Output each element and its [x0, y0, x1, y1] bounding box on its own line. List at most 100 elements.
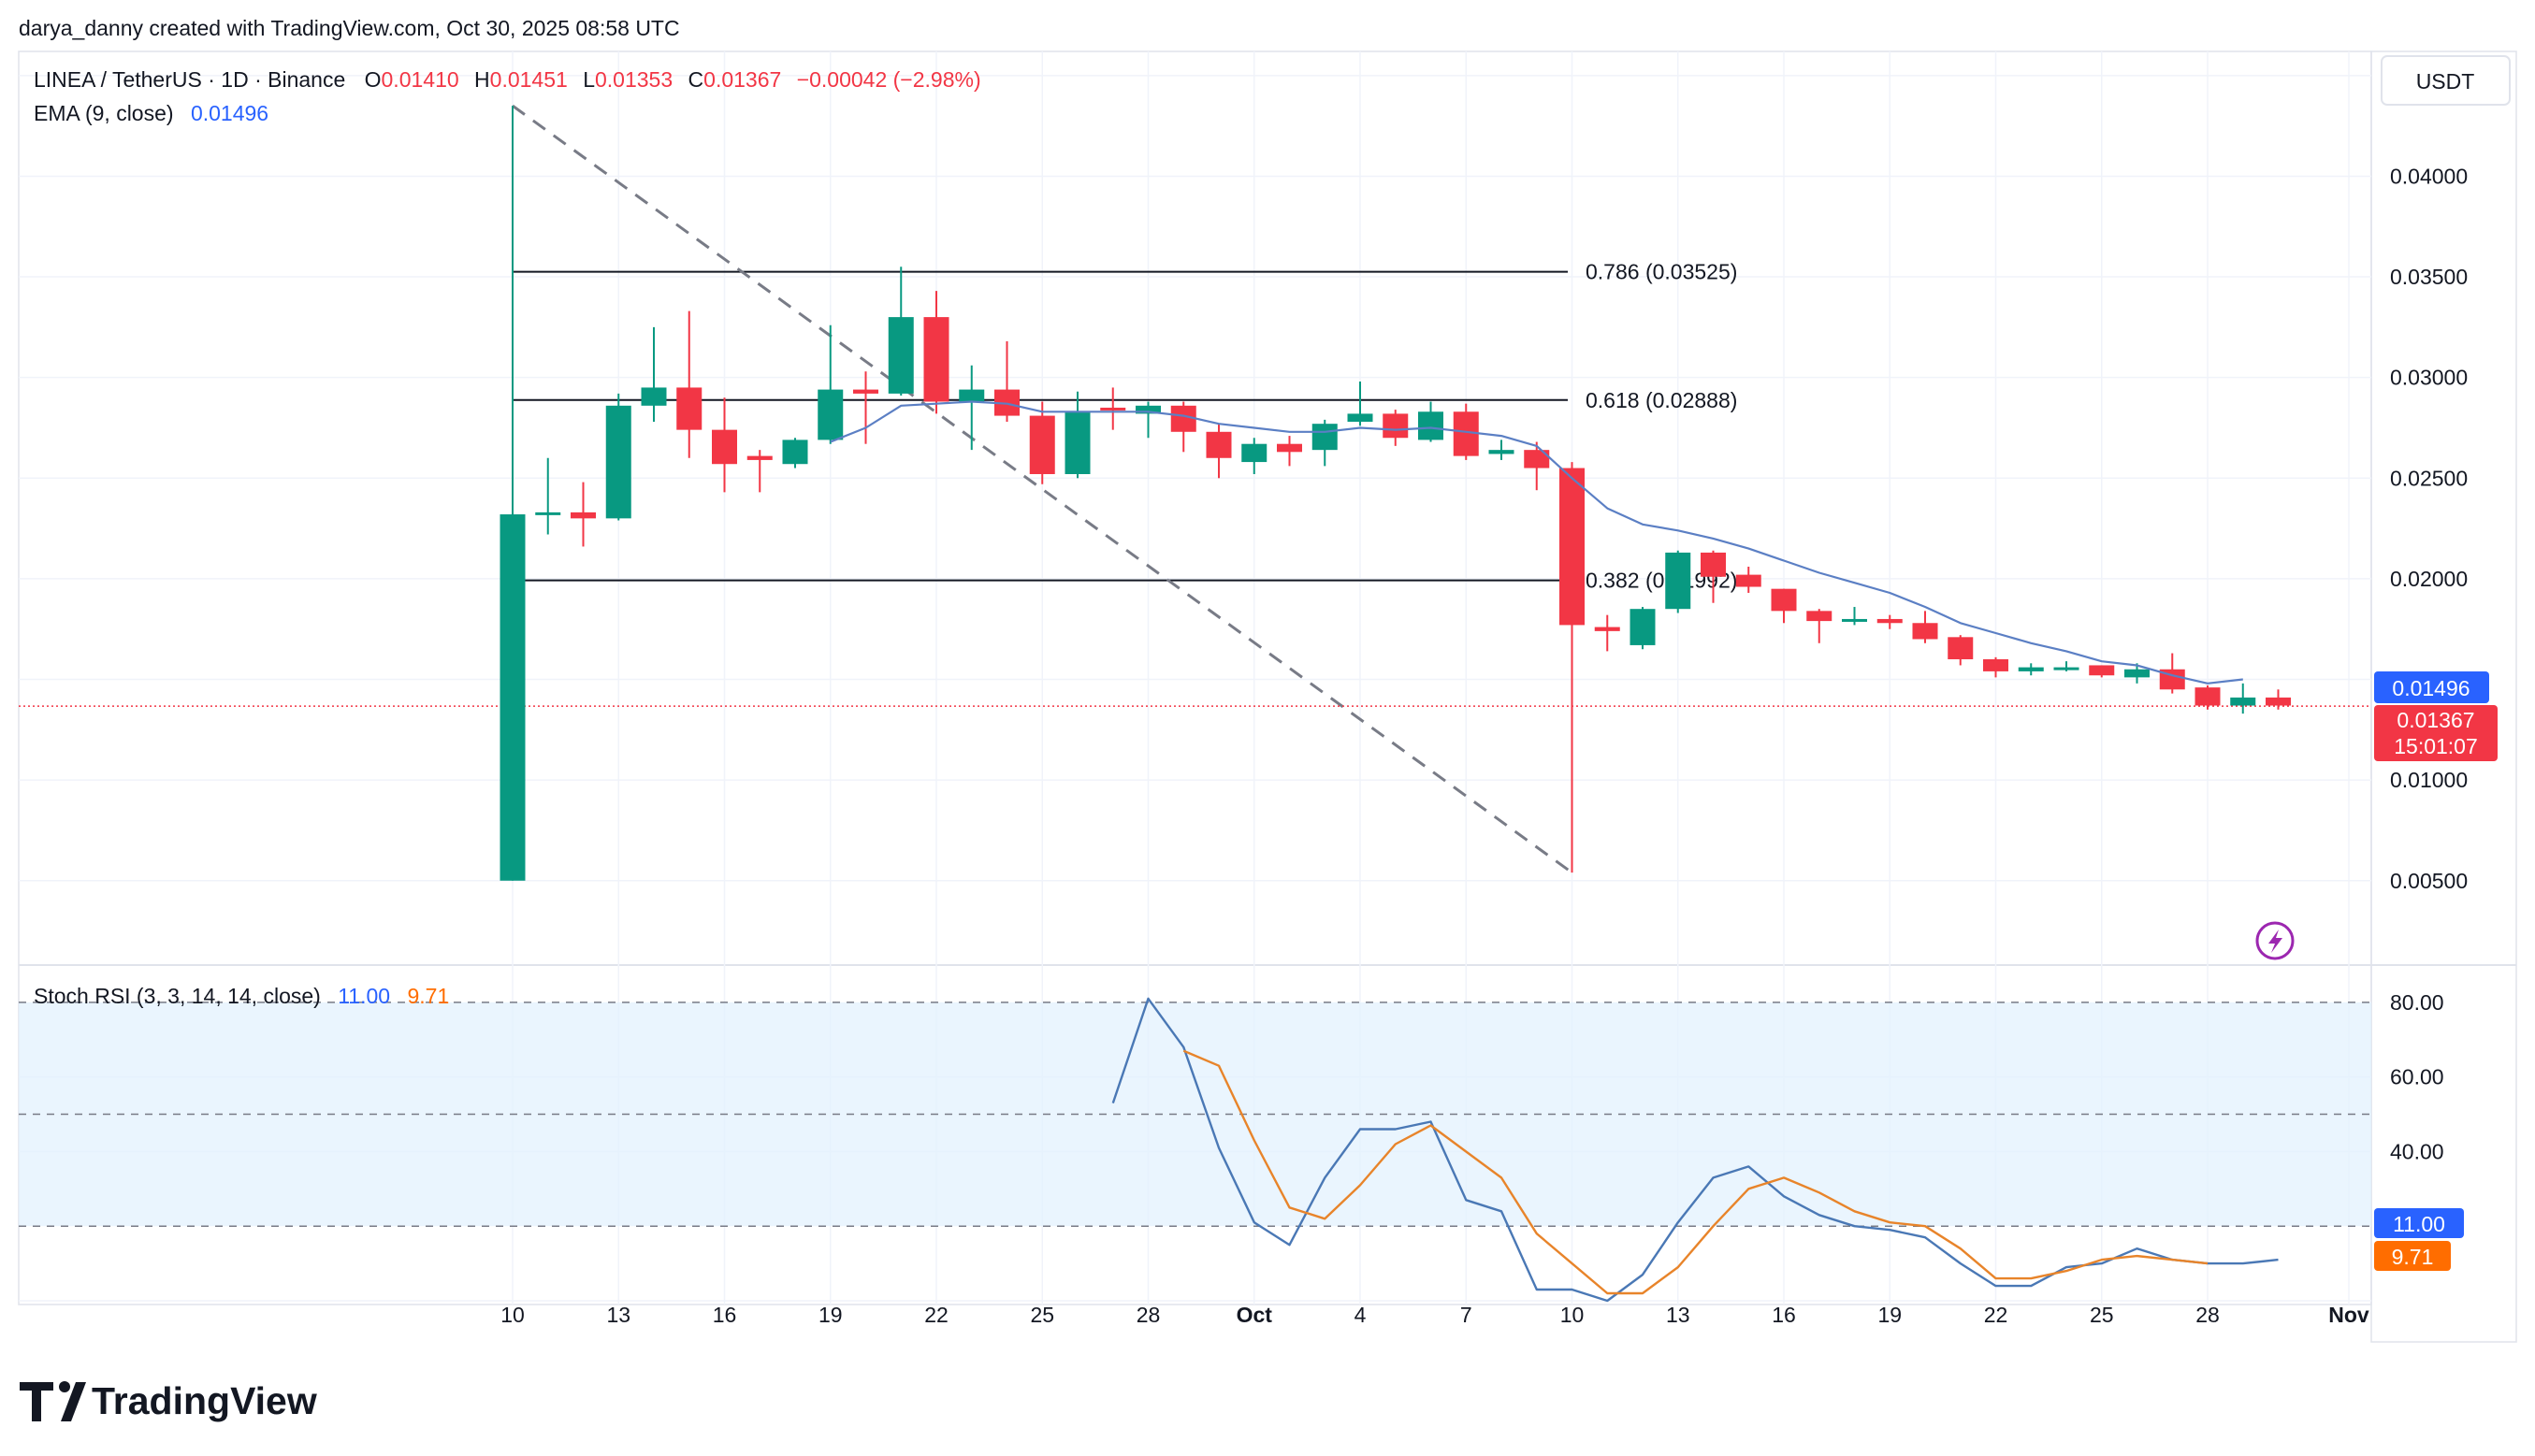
candle-body: [818, 389, 844, 440]
candles-layer: [500, 106, 2291, 881]
candle: [1665, 550, 1691, 613]
date-tick-label: 13: [1666, 1303, 1690, 1327]
candle-body: [1594, 627, 1620, 631]
candle: [2124, 663, 2150, 684]
candle: [641, 326, 667, 423]
candle-body: [2195, 687, 2221, 706]
candle: [1701, 550, 1726, 603]
stoch-rsi-d-line: [1182, 1049, 2209, 1295]
candle-body: [1771, 588, 1797, 612]
currency-button[interactable]: USDT: [2381, 55, 2511, 106]
ema-line: [830, 400, 2243, 685]
candle-body: [1488, 450, 1514, 454]
stoch-rsi-band: [19, 1002, 2371, 1227]
date-tick-label: Nov: [2328, 1303, 2369, 1327]
price-tick-label: 0.03500: [2390, 265, 2468, 289]
candle: [746, 450, 773, 493]
candle-body: [1241, 443, 1268, 463]
candle: [676, 310, 703, 458]
currency-button-label: USDT: [2416, 69, 2475, 94]
candle-body: [959, 389, 985, 402]
candle-body: [1453, 411, 1479, 456]
candle-body: [1912, 623, 1938, 640]
candle: [1735, 566, 1761, 593]
candle: [2195, 685, 2221, 710]
candle: [1347, 381, 1373, 426]
date-tick-label: 10: [500, 1303, 525, 1327]
date-tick-label: 25: [1030, 1303, 1054, 1327]
ohlc-high-value: 0.01451: [490, 67, 568, 92]
candle-body: [2124, 669, 2150, 678]
candle: [1594, 614, 1620, 652]
header-credit: darya_danny created with TradingView.com…: [19, 16, 680, 40]
date-tick-label: 7: [1460, 1303, 1472, 1327]
tradingview-logo-icon: [20, 1381, 86, 1421]
candle-body: [1806, 611, 1832, 622]
candle: [959, 365, 985, 451]
date-tick-label: 19: [1877, 1303, 1902, 1327]
candle-body: [500, 514, 526, 881]
candle-body: [641, 387, 667, 406]
candle: [1842, 607, 1867, 626]
price-axis-frame: [2370, 50, 2517, 1343]
stoch-rsi-k-value: 11.00: [338, 984, 390, 1008]
rsi-tick-label: 40.00: [2390, 1139, 2444, 1163]
candle: [1806, 609, 1832, 643]
date-tick-label: 22: [924, 1303, 949, 1327]
candle-body: [853, 389, 878, 394]
candle-body: [2230, 697, 2256, 706]
rsi-tick-label: 60.00: [2390, 1065, 2444, 1089]
tradingview-logo[interactable]: TradingView: [20, 1379, 317, 1422]
ema-price-badge: 0.01496: [2374, 671, 2489, 703]
candle-body: [1418, 411, 1443, 440]
candle-body: [1735, 574, 1761, 587]
candle-body: [1100, 407, 1126, 411]
candle-body: [1206, 431, 1232, 458]
candle-body: [782, 440, 808, 465]
ema-layer: [830, 400, 2243, 685]
candle-body: [923, 317, 949, 402]
candle: [2053, 661, 2079, 671]
candle-body: [1876, 618, 1903, 624]
candle: [1912, 611, 1938, 643]
candle-body: [1630, 609, 1656, 645]
stoch-rsi-d-value: 9.71: [407, 984, 449, 1008]
ema-legend[interactable]: EMA (9, close) 0.01496: [34, 101, 268, 125]
candle: [1559, 462, 1585, 873]
price-tick-label: 0.02500: [2390, 466, 2468, 490]
last-price-badge: 0.01367 15:01:07: [2374, 705, 2498, 761]
candle-body: [1029, 415, 1055, 474]
candle-body: [2018, 667, 2044, 671]
date-tick-label: Oct: [1237, 1303, 1273, 1327]
candle: [1029, 401, 1055, 484]
stoch-k-badge-text: 11.00: [2393, 1212, 2445, 1236]
price-tick-label: 0.01000: [2390, 768, 2468, 792]
candle-body: [676, 387, 703, 430]
symbol-legend[interactable]: LINEA / TetherUS · 1D · Binance O0.01410…: [34, 67, 981, 92]
candle-body: [1701, 552, 1726, 577]
date-tick-label: 16: [1772, 1303, 1796, 1327]
candle-body: [1277, 443, 1302, 453]
candle: [923, 291, 949, 414]
candle: [1100, 387, 1126, 430]
candle: [1065, 391, 1091, 479]
stoch-rsi-legend[interactable]: Stoch RSI (3, 3, 14, 14, close) 11.00 9.…: [34, 984, 449, 1008]
candle-body: [1524, 450, 1550, 469]
stoch-k-badge: 11.00: [2374, 1208, 2464, 1238]
candle-body: [1170, 405, 1196, 432]
date-tick-label: 28: [2195, 1303, 2220, 1327]
candle: [1170, 401, 1196, 453]
date-tick-label: 10: [1560, 1303, 1585, 1327]
price-tick-label: 0.02000: [2390, 567, 2468, 591]
stoch-rsi-label: Stoch RSI (3, 3, 14, 14, close): [34, 984, 321, 1008]
ohlc-low-value: 0.01353: [595, 67, 673, 92]
trend-line: [512, 104, 1573, 874]
ohlc-open-label: O: [365, 67, 382, 92]
stoch-d-badge: 9.71: [2374, 1241, 2451, 1271]
date-tick-label: 22: [1984, 1303, 2008, 1327]
ohlc-close-value: 0.01367: [703, 67, 781, 92]
date-tick-label: 28: [1137, 1303, 1161, 1327]
stoch-rsi-layer: [19, 997, 2371, 1303]
lightning-icon[interactable]: [2255, 921, 2295, 960]
